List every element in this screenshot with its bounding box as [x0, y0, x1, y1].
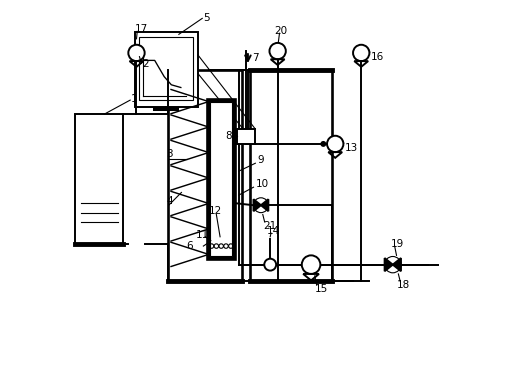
Text: 11: 11	[196, 230, 209, 240]
Polygon shape	[261, 199, 268, 211]
Bar	[135, 32, 198, 107]
Polygon shape	[385, 258, 393, 271]
Text: 10: 10	[256, 179, 269, 189]
Circle shape	[270, 43, 286, 59]
Text: 1: 1	[131, 94, 137, 104]
Bar	[139, 37, 193, 100]
Text: 15: 15	[315, 284, 328, 294]
Text: 13: 13	[344, 143, 358, 153]
Text: 5: 5	[203, 13, 210, 23]
Text: 18: 18	[396, 280, 410, 290]
Circle shape	[264, 259, 276, 271]
Polygon shape	[254, 199, 261, 211]
Text: 20: 20	[274, 26, 287, 36]
Text: 3: 3	[166, 149, 173, 159]
Text: 4: 4	[166, 196, 173, 206]
Text: 14: 14	[267, 226, 280, 236]
Bar	[250, 70, 332, 281]
Text: 12: 12	[209, 206, 222, 216]
Circle shape	[128, 45, 144, 61]
Text: 9: 9	[257, 155, 264, 165]
Text: 17: 17	[135, 24, 148, 34]
Text: 6: 6	[187, 241, 193, 251]
Circle shape	[302, 255, 320, 274]
Text: 21: 21	[263, 221, 276, 231]
Text: 7: 7	[251, 54, 258, 63]
Text: 8: 8	[226, 132, 232, 141]
Polygon shape	[393, 258, 401, 271]
Text: 19: 19	[391, 239, 404, 249]
Text: 16: 16	[371, 52, 384, 61]
Bar	[75, 114, 124, 244]
Bar	[210, 102, 232, 256]
Circle shape	[320, 141, 327, 147]
Text: 2: 2	[142, 59, 149, 69]
Bar	[237, 129, 256, 144]
Bar	[207, 100, 235, 259]
Circle shape	[327, 136, 343, 152]
Circle shape	[353, 45, 370, 61]
Bar	[168, 70, 242, 281]
